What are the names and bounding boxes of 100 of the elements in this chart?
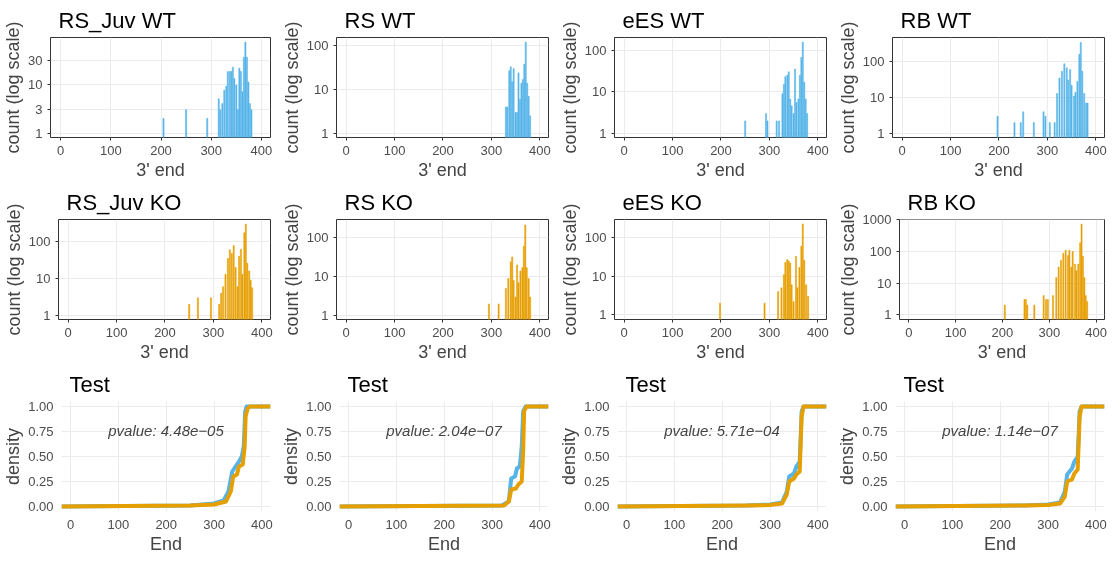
annotation: pvalue: 1.14e−07 [941, 421, 1059, 439]
y-tick-label: 100 [862, 54, 885, 70]
y-tick-label: 1 [884, 307, 892, 323]
x-tick-label: 0 [342, 324, 350, 340]
x-tick-label: 100 [944, 324, 967, 340]
x-tick-label: 0 [66, 516, 75, 532]
x-tick-label: 400 [250, 324, 273, 340]
x-axis-title: 3' end [136, 159, 185, 180]
y-tick-label: 0.50 [306, 449, 332, 464]
y-tick-label: 100 [306, 38, 329, 54]
y-axis-title: count (log scale) [281, 203, 302, 336]
x-tick-label: 400 [1084, 142, 1107, 158]
x-tick-label: 300 [758, 324, 781, 340]
y-axis-title: count (log scale) [837, 21, 858, 154]
x-tick-label: 200 [988, 142, 1010, 158]
y-tick-label: 0.50 [28, 449, 54, 464]
x-axis-title: 3' end [418, 341, 467, 362]
y-tick-label: 1 [321, 125, 329, 141]
y-tick-label: 1.00 [306, 399, 332, 414]
x-tick-label: 300 [481, 516, 503, 532]
y-tick-label: 0.75 [584, 424, 610, 439]
chart-title: Test [69, 371, 110, 397]
y-tick-label: 10 [28, 76, 43, 92]
y-axis-title: count (log scale) [837, 203, 858, 336]
x-tick-label: 300 [480, 142, 503, 158]
chart-title: RS_Juv KO [66, 189, 182, 215]
x-tick-label: 0 [56, 142, 65, 158]
x-tick-label: 0 [905, 324, 913, 340]
y-axis-title: count (log scale) [559, 21, 580, 154]
y-tick-label: 0.75 [862, 424, 888, 439]
y-tick-label: 1000 [862, 212, 892, 228]
y-tick-label: 1 [321, 308, 329, 324]
x-tick-label: 300 [1036, 142, 1059, 158]
chart-title: RS KO [344, 189, 413, 215]
x-tick-label: 400 [806, 324, 829, 340]
x-tick-label: 0 [342, 142, 350, 158]
x-tick-label: 0 [344, 516, 353, 532]
y-axis-title: density [559, 427, 580, 486]
x-axis-title: 3' end [696, 341, 745, 362]
x-tick-label: 300 [203, 516, 225, 532]
x-tick-label: 300 [1037, 516, 1059, 532]
y-axis-title: count (log scale) [559, 203, 580, 336]
x-tick-label: 0 [64, 324, 72, 340]
x-tick-label: 200 [710, 142, 732, 158]
y-tick-label: 1.00 [584, 399, 610, 414]
chart-title: RS WT [344, 7, 416, 33]
x-axis-title: End [427, 533, 461, 554]
y-axis-title: count (log scale) [3, 21, 24, 154]
y-tick-label: 30 [28, 53, 43, 69]
y-tick-label: 1.00 [28, 399, 54, 414]
x-tick-label: 400 [1085, 324, 1107, 340]
x-tick-label: 400 [528, 142, 551, 158]
chart-title: RB WT [900, 7, 972, 33]
y-tick-label: 10 [314, 82, 329, 98]
x-tick-label: 300 [758, 142, 781, 158]
y-tick-label: 0.25 [306, 474, 332, 489]
y-tick-label: 0.00 [862, 499, 888, 514]
y-tick-label: 10 [36, 271, 51, 286]
x-tick-label: 400 [807, 516, 829, 532]
y-tick-label: 1 [599, 125, 607, 141]
x-tick-label: 100 [383, 324, 406, 340]
x-axis-title: End [149, 533, 183, 554]
y-tick-label: 0.25 [862, 474, 888, 489]
x-axis-title: 3' end [140, 341, 189, 362]
y-axis-title: count (log scale) [3, 203, 24, 336]
y-tick-label: 0.00 [584, 499, 610, 514]
y-tick-label: 0.25 [584, 474, 610, 489]
x-axis-title: 3' end [418, 159, 467, 180]
y-tick-label: 1 [43, 307, 51, 323]
chart-title: eES WT [622, 7, 705, 33]
chart-title: RS_Juv WT [58, 7, 176, 33]
y-tick-label: 100 [28, 234, 51, 250]
y-tick-label: 0.75 [306, 424, 332, 439]
x-tick-label: 100 [663, 516, 686, 532]
x-axis-title: End [983, 533, 1017, 554]
annotation: pvalue: 5.71e−04 [663, 421, 780, 439]
x-tick-label: 100 [383, 142, 406, 158]
chart-title: eES KO [622, 189, 702, 215]
x-tick-label: 200 [154, 324, 176, 340]
x-axis-title: 3' end [977, 341, 1027, 362]
x-axis-title: End [705, 533, 739, 554]
x-tick-label: 200 [710, 324, 732, 340]
x-tick-label: 200 [433, 516, 456, 532]
x-tick-label: 0 [620, 142, 628, 158]
y-tick-label: 0.00 [306, 499, 332, 514]
y-tick-label: 10 [592, 268, 607, 284]
x-tick-label: 0 [898, 142, 906, 158]
y-tick-label: 1 [35, 125, 43, 141]
y-tick-label: 0.25 [28, 474, 54, 489]
annotation: pvalue: 2.04e−07 [385, 421, 503, 439]
x-tick-label: 400 [250, 142, 273, 158]
y-tick-label: 0.50 [862, 449, 888, 464]
chart-title: Test [903, 371, 944, 397]
x-tick-label: 100 [661, 324, 684, 340]
x-tick-label: 200 [150, 142, 172, 158]
x-tick-label: 400 [251, 516, 273, 532]
y-axis-title: density [3, 427, 24, 486]
chart-title: Test [625, 371, 666, 397]
x-axis-title: 3' end [696, 159, 745, 180]
x-tick-label: 100 [107, 516, 130, 532]
